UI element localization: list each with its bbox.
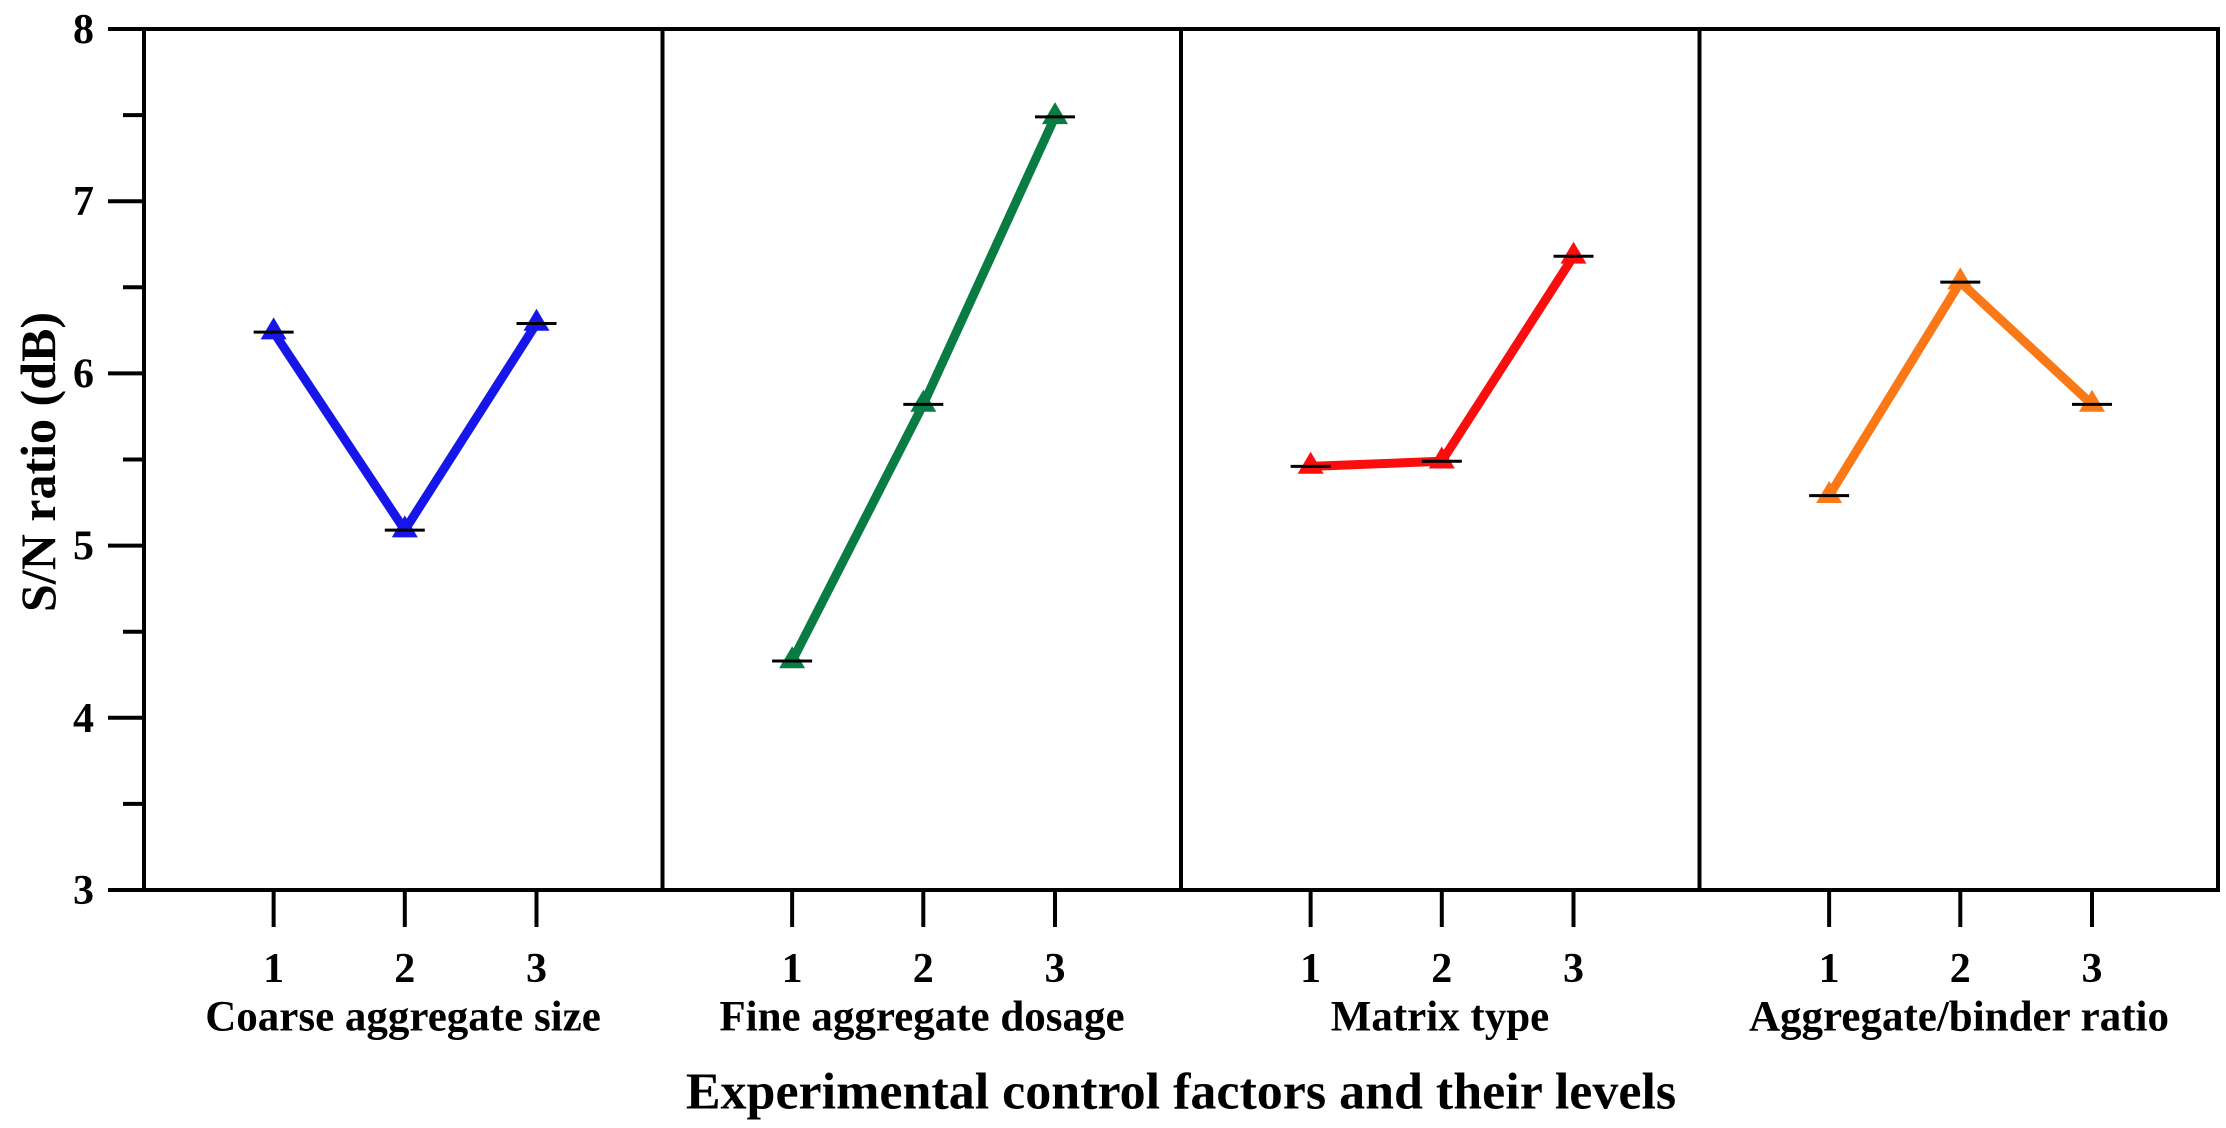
series-line: [269, 318, 542, 535]
x-tick-label: 2: [394, 946, 415, 992]
data-point-marker: [391, 515, 418, 538]
y-tick-label: 8: [73, 7, 94, 53]
panel-caption-aggregate-binder-ratio: Aggregate/binder ratio: [1749, 993, 2169, 1041]
x-tick-label: 2: [913, 946, 934, 992]
y-tick-label: 3: [73, 868, 94, 914]
y-tick-label: 7: [73, 179, 94, 225]
x-tick-label: 1: [782, 946, 803, 992]
data-point-marker: [523, 308, 550, 331]
x-tick-label: 1: [1819, 946, 1840, 992]
x-tick-label: 3: [1563, 946, 1584, 992]
x-tick-label: 3: [526, 946, 547, 992]
data-point-marker: [1560, 241, 1587, 264]
data-point-marker: [1816, 480, 1843, 503]
y-axis-label: S/N ratio (dB): [10, 312, 66, 612]
y-tick-label: 5: [73, 524, 94, 570]
series-line: [787, 112, 1060, 666]
data-point-marker: [260, 317, 287, 340]
data-point-marker: [1428, 446, 1455, 469]
panel-caption-fine-aggregate-dosage: Fine aggregate dosage: [719, 993, 1125, 1041]
series-line: [1306, 251, 1579, 471]
data-point-marker: [910, 389, 937, 412]
panel-caption-matrix-type: Matrix type: [1330, 993, 1550, 1041]
x-tick-label: 2: [1950, 946, 1971, 992]
data-point-marker: [1947, 267, 1974, 290]
y-tick-label: 4: [73, 696, 94, 742]
data-point-marker: [1042, 102, 1069, 125]
data-point-marker: [1297, 451, 1324, 474]
data-point-marker: [2079, 389, 2106, 412]
y-tick-label: 6: [73, 351, 94, 397]
data-point-marker: [779, 646, 806, 669]
x-tick-label: 3: [1045, 946, 1066, 992]
x-axis-title: Experimental control factors and their l…: [685, 1063, 1677, 1121]
x-tick-label: 2: [1431, 946, 1452, 992]
x-tick-label: 1: [1300, 946, 1321, 992]
x-tick-label: 3: [2082, 946, 2103, 992]
x-tick-label: 1: [263, 946, 284, 992]
series-line: [1824, 277, 2097, 501]
panel-caption-coarse-aggregate-size: Coarse aggregate size: [205, 993, 601, 1041]
